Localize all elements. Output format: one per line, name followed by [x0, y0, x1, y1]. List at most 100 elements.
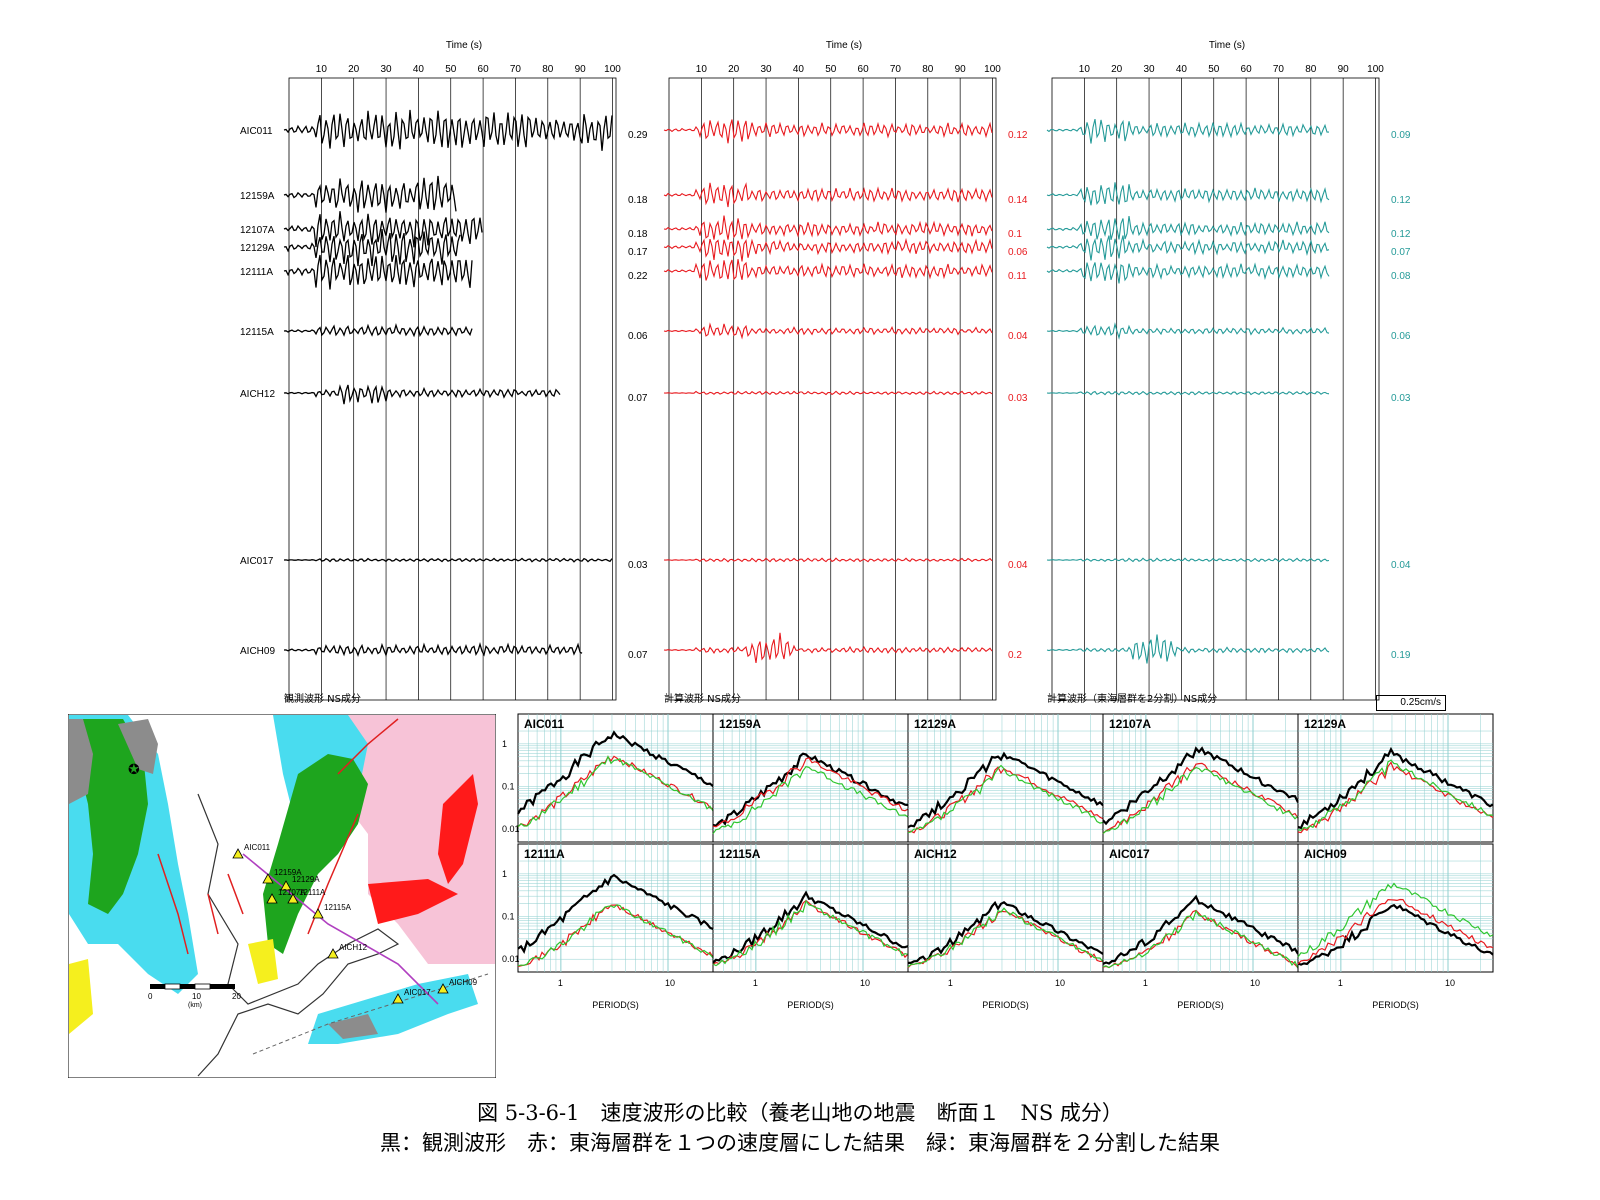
- time-tick-label: 40: [793, 64, 805, 75]
- spectrum-xlabel: PERIOD(S): [592, 1000, 639, 1010]
- spectrum-station-label: AIC011: [524, 717, 564, 731]
- time-tick-label: 50: [445, 64, 457, 75]
- spectrum-curve: [1297, 882, 1494, 958]
- spectrum-xtick-label: 1: [1143, 978, 1148, 988]
- peak-amplitude-label: 0.22: [628, 271, 648, 282]
- spectrum-curve: [907, 751, 1104, 829]
- peak-amplitude-label: 0.07: [1391, 247, 1411, 258]
- spectrum-curve: [712, 890, 909, 964]
- scale-label-10: 10: [192, 992, 201, 1001]
- peak-amplitude-label: 0.18: [628, 195, 648, 206]
- peak-amplitude-label: 0.18: [628, 229, 648, 240]
- scale-unit: (km): [188, 1002, 202, 1009]
- spectrum-curve: [1297, 761, 1494, 834]
- time-tick-label: 80: [922, 64, 934, 75]
- spectrum-xtick-label: 10: [1055, 978, 1065, 988]
- time-tick-label: 100: [984, 64, 1001, 75]
- waveform-trace: [1046, 390, 1330, 396]
- spectrum-curve: [712, 899, 909, 967]
- spectrum-xtick-label: 1: [558, 978, 563, 988]
- waveform-trace: [1046, 557, 1330, 563]
- spectrum-curve: [1297, 903, 1494, 966]
- waveform-trace: [283, 109, 613, 151]
- station-triangle-icon: [392, 993, 404, 1004]
- scale-label-0: 0: [148, 992, 153, 1001]
- waveform-trace: [663, 632, 993, 663]
- spectrum-ytick-label: 0.01: [502, 824, 520, 834]
- spectrum-curve: [712, 752, 909, 827]
- spectrum-curve: [712, 899, 909, 966]
- spectrum-panel: [1297, 713, 1494, 843]
- map-green-unit-west: [78, 719, 148, 914]
- time-axis-label: Time (s): [826, 40, 862, 51]
- time-tick-label: 70: [890, 64, 902, 75]
- time-tick-label: 90: [1338, 64, 1350, 75]
- waveform-trace: [283, 322, 473, 338]
- time-tick-label: 50: [825, 64, 837, 75]
- waveform-trace: [283, 229, 461, 267]
- station-label: AIC017: [240, 556, 274, 567]
- time-tick-label: 90: [955, 64, 967, 75]
- spectrum-curve: [907, 907, 1104, 968]
- waveform-trace: [1046, 322, 1330, 340]
- waveform-trace: [663, 182, 993, 208]
- station-triangle-icon: [312, 908, 324, 919]
- spectrum-station-label: 12159A: [719, 717, 761, 731]
- time-tick-label: 80: [1305, 64, 1317, 75]
- spectrum-station-label: AICH09: [1304, 847, 1347, 861]
- waveform-trace: [283, 642, 583, 658]
- time-tick-label: 40: [1176, 64, 1188, 75]
- time-axis-label: Time (s): [446, 40, 482, 51]
- spectrum-curve: [907, 766, 1104, 834]
- time-tick-label: 30: [1143, 64, 1155, 75]
- map-grey-unit-n: [118, 719, 158, 774]
- station-label: 12111A: [240, 267, 273, 278]
- spectrum-station-label: AIC017: [1109, 847, 1150, 861]
- station-triangle-icon: [287, 893, 299, 904]
- spectrum-curve: [1102, 894, 1299, 965]
- spectrum-curve: [1102, 909, 1299, 969]
- map-yellow-unit-sw: [69, 959, 93, 1034]
- spectrum-station-label: AICH12: [914, 847, 957, 861]
- map-coastline: [197, 793, 400, 1077]
- spectrum-panel: [907, 843, 1104, 973]
- time-tick-label: 20: [1111, 64, 1123, 75]
- time-tick-label: 100: [604, 64, 621, 75]
- waveform-trace: [663, 390, 993, 396]
- spectrum-panel: [1102, 843, 1299, 973]
- map-station-label: 12115A: [324, 903, 352, 912]
- station-label: AIC011: [240, 126, 273, 137]
- map-station-label: 12129A: [292, 875, 320, 884]
- peak-amplitude-label: 0.06: [1391, 331, 1411, 342]
- station-label: 12115A: [240, 327, 274, 338]
- map-dashed-line: [252, 973, 489, 1055]
- response-spectra-figure: AIC011 1 0.1 0.01 12159A 12129A 12107A 12129A 12…: [502, 713, 1494, 1010]
- map-station-label: AICH12: [339, 943, 368, 952]
- waveform-panel-frame: [668, 77, 997, 701]
- figure-caption-line2: 黒：観測波形 赤：東海層群を１つの速度層にした結果 緑：東海層群を２分割した結果: [380, 1131, 1220, 1155]
- peak-amplitude-label: 0.12: [1008, 130, 1028, 141]
- spectrum-panel: [712, 843, 909, 973]
- map-station-label: 12107A: [278, 888, 306, 897]
- amplitude-scale-label: 0.25cm/s: [1400, 697, 1441, 708]
- spectrum-station-label: 12111A: [524, 847, 565, 861]
- station-label: 12129A: [240, 243, 275, 254]
- time-axis-label: Time (s): [1209, 40, 1245, 51]
- time-tick-label: 70: [1273, 64, 1285, 75]
- waveform-panel-title: 計算波形（東海層群を2分割）NS成分: [1047, 692, 1217, 705]
- station-triangle-icon: [232, 848, 244, 859]
- time-tick-label: 10: [696, 64, 708, 75]
- waveform-trace: [283, 384, 561, 405]
- waveform-trace: [663, 259, 993, 281]
- peak-amplitude-label: 0.04: [1391, 560, 1411, 571]
- time-tick-label: 80: [542, 64, 554, 75]
- spectrum-station-label: 12129A: [914, 717, 956, 731]
- figure-caption-line1: 図 5-3-6-1 速度波形の比較（養老山地の地震 断面１ NS 成分）: [477, 1101, 1123, 1125]
- spectrum-xtick-label: 1: [948, 978, 953, 988]
- waveform-trace: [1046, 216, 1330, 240]
- spectrum-ytick-label: 0.1: [502, 912, 515, 922]
- map-station-label: 12111A: [299, 888, 326, 897]
- spectrum-curve: [517, 730, 714, 815]
- time-tick-label: 30: [760, 64, 772, 75]
- time-tick-label: 10: [1079, 64, 1091, 75]
